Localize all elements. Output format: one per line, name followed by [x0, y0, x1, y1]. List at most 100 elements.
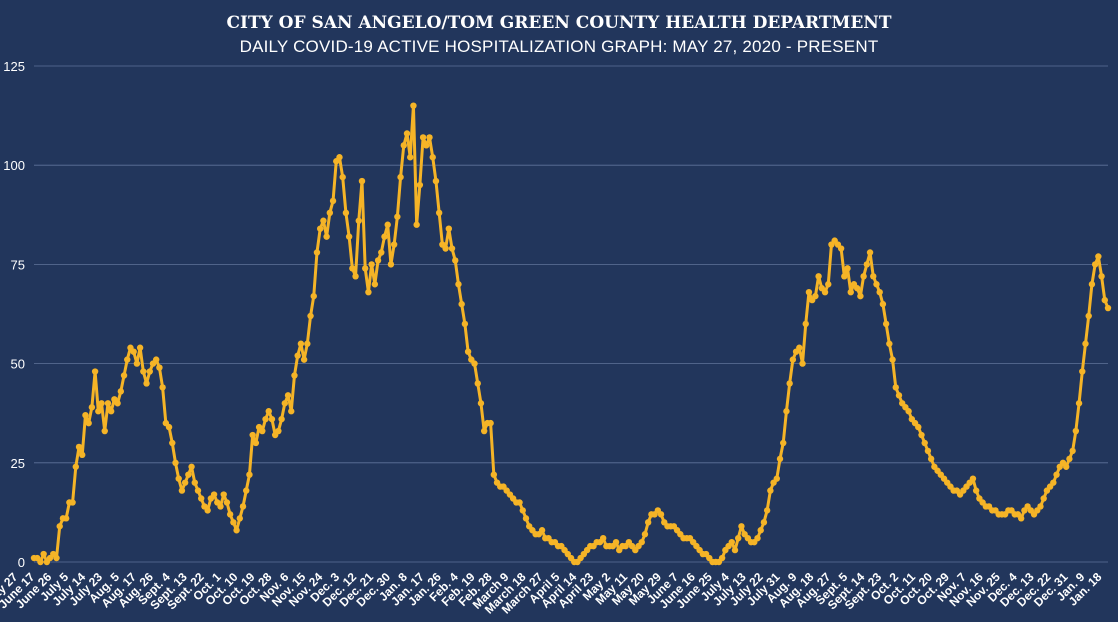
data-point	[612, 538, 620, 546]
y-tick-label: 100	[3, 158, 25, 173]
data-point	[519, 507, 526, 514]
data-point	[452, 257, 459, 264]
data-point	[69, 499, 76, 506]
data-point	[107, 408, 115, 415]
data-point	[40, 550, 47, 558]
data-point	[85, 419, 92, 427]
data-point	[178, 487, 186, 494]
data-point	[870, 273, 877, 280]
data-point	[320, 217, 327, 224]
data-point	[825, 281, 832, 288]
data-point	[731, 546, 739, 554]
data-point	[146, 368, 153, 375]
data-point	[133, 360, 141, 367]
data-point	[718, 554, 726, 562]
data-point	[300, 356, 308, 363]
data-point	[516, 499, 523, 506]
data-point	[480, 427, 488, 435]
data-point	[236, 515, 243, 522]
data-point	[918, 431, 925, 439]
chart-title: CITY OF SAN ANGELO/TOM GREEN COUNTY HEAL…	[227, 13, 892, 33]
data-point	[423, 142, 430, 149]
data-point	[82, 411, 89, 419]
data-point	[1069, 447, 1076, 455]
data-point	[136, 344, 144, 351]
data-point	[1091, 261, 1099, 268]
data-point	[210, 491, 218, 498]
data-point	[368, 261, 375, 268]
y-tick-label: 75	[11, 257, 25, 272]
data-point	[969, 475, 977, 482]
data-point	[252, 439, 260, 447]
data-point	[339, 173, 346, 181]
data-point	[239, 503, 247, 510]
data-point	[384, 221, 391, 228]
data-point	[352, 273, 359, 280]
data-point	[275, 427, 282, 435]
data-point	[345, 233, 353, 240]
data-point	[62, 515, 70, 522]
y-tick-label: 50	[11, 357, 25, 372]
data-point	[735, 534, 742, 542]
data-point	[419, 134, 427, 141]
data-point	[226, 511, 234, 518]
data-point	[140, 368, 147, 375]
data-point	[455, 281, 462, 288]
data-point	[445, 225, 453, 232]
data-point	[857, 292, 864, 300]
data-point	[927, 455, 935, 463]
data-point	[349, 265, 356, 272]
y-tick-label: 25	[11, 456, 25, 471]
data-points	[30, 102, 1112, 566]
data-point	[291, 372, 298, 379]
data-point	[265, 408, 272, 415]
data-point	[863, 261, 871, 268]
data-point	[37, 558, 44, 566]
data-point	[397, 173, 404, 181]
data-point	[786, 380, 793, 387]
data-point	[243, 487, 250, 494]
data-point	[886, 340, 893, 347]
data-point	[882, 320, 890, 328]
y-axis-ticks: 0 25 50 75 100 125	[3, 59, 25, 570]
data-point	[638, 538, 645, 546]
data-point	[972, 487, 980, 494]
data-point	[844, 265, 851, 272]
data-point	[156, 364, 163, 371]
data-point	[873, 281, 880, 288]
data-point	[796, 344, 803, 351]
data-point	[776, 455, 784, 463]
data-point	[358, 177, 366, 185]
data-point	[316, 225, 324, 232]
data-point	[860, 273, 867, 280]
data-point	[760, 519, 768, 526]
data-point	[91, 368, 99, 375]
data-point	[821, 288, 829, 296]
data-point	[143, 380, 150, 387]
data-point	[165, 423, 173, 431]
data-point	[259, 427, 266, 435]
data-point	[487, 419, 494, 427]
data-point	[284, 392, 292, 399]
data-point	[477, 400, 485, 407]
data-point	[381, 233, 388, 240]
data-point	[1095, 253, 1102, 260]
data-point	[805, 288, 813, 296]
data-point	[75, 443, 83, 451]
data-point	[892, 384, 899, 391]
data-point	[329, 197, 337, 205]
data-point	[1072, 427, 1080, 435]
data-point	[304, 340, 311, 347]
data-point	[159, 384, 166, 391]
data-point	[130, 348, 137, 355]
data-point	[1017, 515, 1025, 522]
data-point	[72, 463, 80, 470]
data-point	[371, 281, 379, 288]
data-point	[410, 102, 417, 109]
data-point	[307, 312, 314, 320]
data-point	[1101, 296, 1108, 304]
data-point	[403, 130, 411, 137]
data-point	[889, 356, 896, 363]
data-point	[101, 427, 108, 435]
